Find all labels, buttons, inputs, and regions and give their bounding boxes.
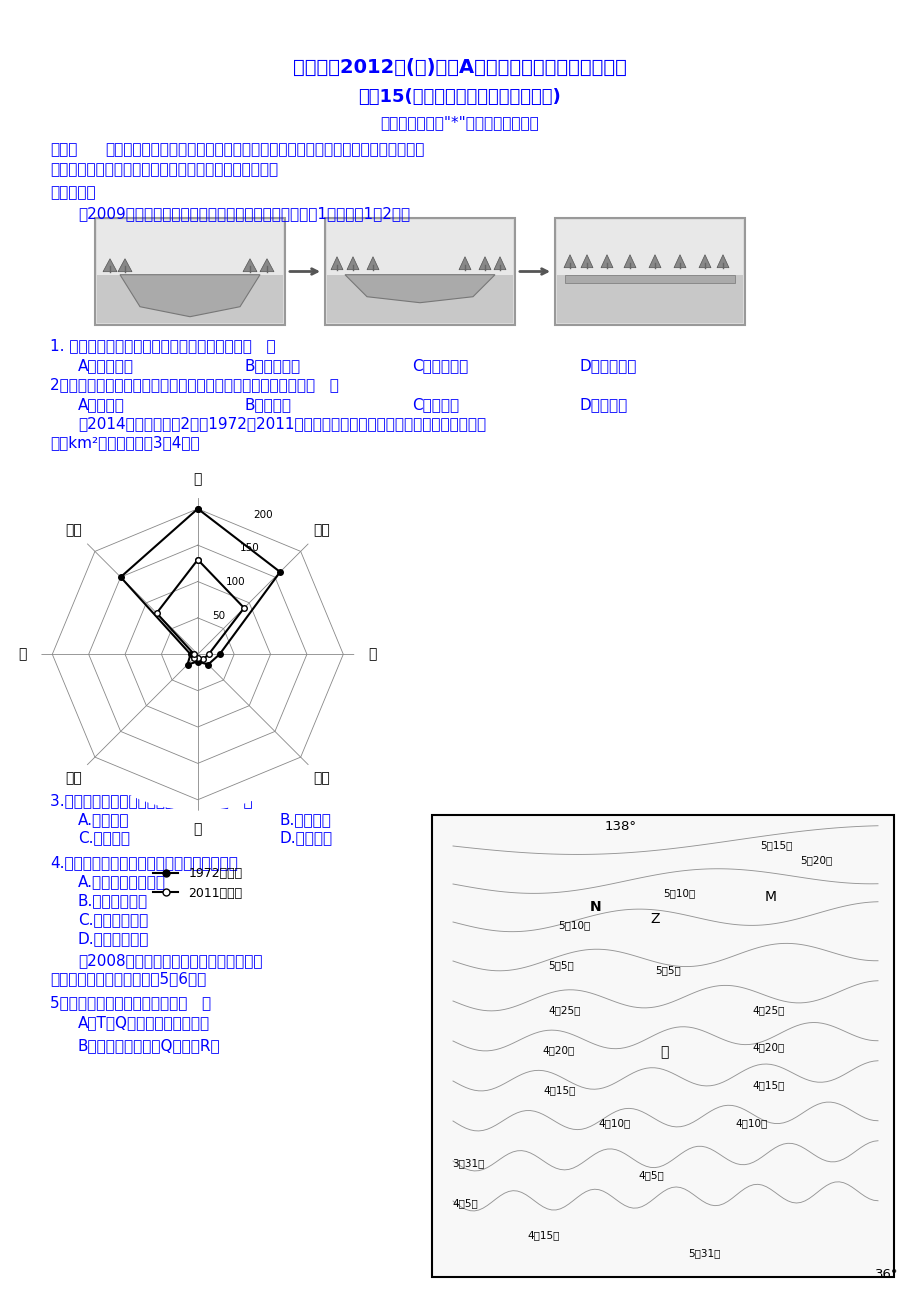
Text: 5月5日: 5月5日	[548, 960, 573, 970]
Text: 5月10日: 5月10日	[663, 888, 695, 898]
Text: 5月15日: 5月15日	[759, 840, 791, 850]
Text: 考点：: 考点：	[50, 142, 77, 158]
Text: 【2009年天津卷】读某外流湖自然消亡过程示意图（图1），回答1～2题。: 【2009年天津卷】读某外流湖自然消亡过程示意图（图1），回答1～2题。	[78, 206, 410, 221]
Bar	[96, 275, 283, 323]
Text: 1. 该湖泊自然消亡的原因，据图可以确定的是（   ）: 1. 该湖泊自然消亡的原因，据图可以确定的是（ ）	[50, 339, 276, 353]
Text: 3月31日: 3月31日	[451, 1157, 483, 1168]
Polygon shape	[346, 256, 358, 270]
Bar	[556, 275, 743, 323]
Text: 甲: 甲	[659, 1046, 667, 1059]
Text: 4月10日: 4月10日	[734, 1118, 766, 1128]
Text: 环境的整体性；运用地图分析地理环境的地域分异规律）: 环境的整体性；运用地图分析地理环境的地域分异规律）	[50, 161, 278, 177]
Text: C.流水搬运: C.流水搬运	[78, 829, 130, 845]
Text: C．稳定性: C．稳定性	[412, 397, 459, 411]
Bar	[554, 217, 744, 326]
Polygon shape	[243, 259, 256, 272]
Polygon shape	[623, 255, 635, 268]
Bar	[95, 217, 285, 326]
Text: 5月31日: 5月31日	[687, 1249, 720, 1258]
Polygon shape	[459, 256, 471, 270]
Text: D．物质沉积: D．物质沉积	[579, 358, 637, 372]
Text: A．整体性: A．整体性	[78, 397, 125, 411]
Polygon shape	[103, 259, 117, 272]
Text: Z: Z	[650, 911, 659, 926]
Text: 【2008年宁夏卷】看图示意日本部分地区: 【2008年宁夏卷】看图示意日本部分地区	[78, 953, 262, 967]
Text: 4月15日: 4月15日	[527, 1230, 559, 1240]
Text: A.冰川侵蚀作用增强: A.冰川侵蚀作用增强	[78, 874, 165, 889]
Text: 4月10日: 4月10日	[597, 1118, 630, 1128]
Text: 4月15日: 4月15日	[542, 1085, 574, 1095]
Text: 3.造成该流域冰川面积变化的主要原因是（   ）: 3.造成该流域冰川面积变化的主要原因是（ ）	[50, 793, 253, 809]
Text: N: N	[589, 900, 601, 914]
Text: 4月20日: 4月20日	[541, 1046, 573, 1055]
Text: B．水源减少: B．水源减少	[244, 358, 301, 372]
Text: 4月15日: 4月15日	[751, 1079, 784, 1090]
Polygon shape	[118, 259, 131, 272]
Text: 【2014年福建卷】图2示意1972～2011年我国西北地区某流域不同朝向冰川的变化（单: 【2014年福建卷】图2示意1972～2011年我国西北地区某流域不同朝向冰川的…	[78, 417, 485, 431]
Polygon shape	[581, 255, 593, 268]
Polygon shape	[674, 255, 686, 268]
Text: 自然地理环境整体性和差异性（举例说明地理环境各要素的相互作用，理解地理: 自然地理环境整体性和差异性（举例说明地理环境各要素的相互作用，理解地理	[105, 142, 424, 158]
Text: A．地壳上升: A．地壳上升	[78, 358, 134, 372]
Text: （注：题前标有"*"的为特优生必做）: （注：题前标有"*"的为特优生必做）	[380, 115, 539, 130]
Text: M: M	[765, 891, 777, 904]
Polygon shape	[331, 256, 343, 270]
Legend: 1972年面积, 2011年面积: 1972年面积, 2011年面积	[148, 862, 247, 905]
Text: D.风力侵蚀: D.风力侵蚀	[279, 829, 333, 845]
Text: 地理15(自然地理环境整体性和差异性): 地理15(自然地理环境整体性和差异性)	[358, 89, 561, 105]
Text: 36°: 36°	[874, 1268, 898, 1281]
Bar	[556, 220, 743, 277]
Polygon shape	[260, 259, 274, 272]
Bar	[96, 220, 283, 277]
Text: C．气候变干: C．气候变干	[412, 358, 468, 372]
Polygon shape	[716, 255, 728, 268]
Bar	[324, 217, 515, 326]
Text: 位：km²）。读图回答3～4题。: 位：km²）。读图回答3～4题。	[50, 435, 199, 450]
Polygon shape	[698, 255, 710, 268]
Text: D．脆弱性: D．脆弱性	[579, 397, 628, 411]
Text: 5月5日: 5月5日	[654, 965, 680, 975]
Text: 4月20日: 4月20日	[751, 1042, 783, 1052]
Text: 4.若该流域冰川面积变化趋势不变，将导致（: 4.若该流域冰川面积变化趋势不变，将导致（	[50, 855, 238, 870]
Text: 4月5日: 4月5日	[637, 1170, 663, 1180]
Text: 图 2: 图 2	[190, 769, 213, 785]
Bar	[564, 275, 734, 283]
Polygon shape	[563, 255, 575, 268]
Text: 5月10日: 5月10日	[558, 921, 590, 930]
Text: B．差异性: B．差异性	[244, 397, 291, 411]
Polygon shape	[648, 255, 660, 268]
Text: A．T与Q地樱花初放日期相近: A．T与Q地樱花初放日期相近	[78, 1016, 210, 1030]
Text: 2．湖泊消亡引起了湖区自然景观的变化，这反映了自然环境的（   ）: 2．湖泊消亡引起了湖区自然景观的变化，这反映了自然环境的（ ）	[50, 378, 338, 392]
Polygon shape	[119, 275, 260, 316]
Text: B.地壳抬升: B.地壳抬升	[279, 812, 332, 827]
Text: 4月25日: 4月25日	[548, 1005, 580, 1016]
Text: 4月5日: 4月5日	[451, 1198, 477, 1208]
Text: 138°: 138°	[605, 820, 636, 833]
Bar	[326, 275, 513, 323]
Polygon shape	[367, 256, 379, 270]
Bar	[432, 815, 893, 1277]
Polygon shape	[600, 255, 612, 268]
Text: C.干旱程度加剧: C.干旱程度加剧	[78, 911, 148, 927]
Text: 5．符合纬度地域分异的表现是（   ）: 5．符合纬度地域分异的表现是（ ）	[50, 995, 210, 1010]
Polygon shape	[345, 275, 494, 302]
Text: D.流域面积扩大: D.流域面积扩大	[78, 931, 149, 947]
Text: 一、选择题: 一、选择题	[50, 185, 96, 201]
Polygon shape	[479, 256, 491, 270]
Text: 5月20日: 5月20日	[800, 855, 832, 865]
Text: B．樱花初放日期在Q地晚于R地: B．樱花初放日期在Q地晚于R地	[78, 1038, 221, 1053]
Bar	[326, 220, 513, 277]
Text: 4月25日: 4月25日	[751, 1005, 784, 1016]
Text: A.气候变暖: A.气候变暖	[78, 812, 130, 827]
Text: B.绿洲面积增大: B.绿洲面积增大	[78, 893, 148, 907]
Text: 樱花初放日期。读图，完成5～6题。: 樱花初放日期。读图，完成5～6题。	[50, 971, 206, 986]
Polygon shape	[494, 256, 505, 270]
Text: 宜宾市高2012级(新)高三A线（特优）生复习专题训练题: 宜宾市高2012级(新)高三A线（特优）生复习专题训练题	[293, 59, 626, 77]
